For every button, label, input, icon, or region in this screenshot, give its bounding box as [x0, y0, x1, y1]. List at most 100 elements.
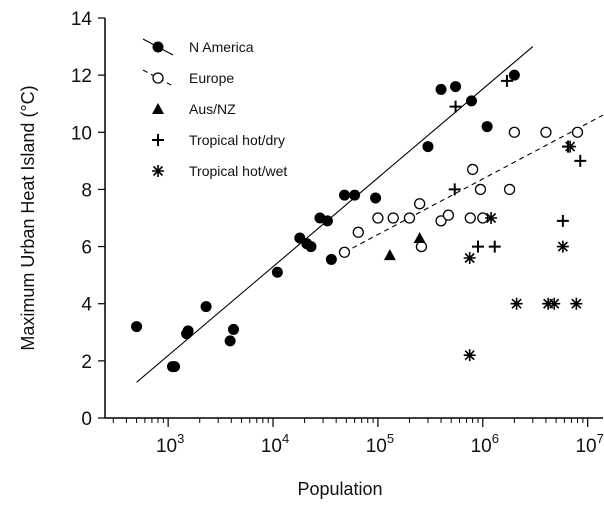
- data-point-tropical-hot-wet: [463, 349, 476, 362]
- data-point-n-america-shape: [200, 301, 212, 313]
- data-point-n-america-shape: [481, 121, 493, 133]
- data-point-n-america-shape: [349, 189, 361, 201]
- data-point-europe: [503, 183, 516, 196]
- y-tick-label: 0: [81, 409, 92, 430]
- data-point-tropical-hot-wet: [556, 240, 569, 253]
- data-point-n-america-shape: [228, 323, 240, 335]
- legend-marker-tropical-hot-dry-shape: [152, 134, 164, 146]
- data-point-n-america: [435, 83, 447, 95]
- data-point-europe: [435, 215, 447, 227]
- data-point-n-america: [465, 95, 477, 107]
- data-point-europe-shape: [435, 215, 447, 227]
- data-point-europe: [415, 240, 428, 253]
- y-tick-label: 2: [81, 352, 92, 373]
- data-point-europe-shape: [503, 183, 516, 196]
- legend-marker-aus-nz: [152, 103, 164, 114]
- data-point-tropical-hot-dry-shape: [471, 240, 484, 253]
- data-point-europe: [442, 209, 455, 221]
- x-axis-title: Population: [297, 479, 382, 499]
- y-tick-label: 12: [71, 66, 92, 87]
- data-point-tropical-hot-wet-shape: [542, 297, 555, 310]
- x-tick-label: 105: [366, 431, 394, 457]
- data-point-tropical-hot-dry: [448, 183, 461, 196]
- legend-line-europe: [142, 69, 174, 87]
- data-point-n-america: [305, 241, 317, 253]
- data-point-tropical-hot-wet-shape: [548, 297, 561, 310]
- data-point-europe-shape: [387, 212, 399, 224]
- legend-label-n-america: N America: [189, 39, 254, 55]
- data-point-europe-shape: [352, 226, 364, 238]
- data-point-tropical-hot-wet: [463, 252, 476, 264]
- legend-label-aus-nz: Aus/NZ: [189, 101, 236, 117]
- data-point-n-america: [450, 81, 462, 93]
- data-point-n-america: [271, 266, 283, 278]
- data-point-n-america-shape: [131, 321, 143, 333]
- data-point-europe-shape: [372, 212, 384, 224]
- data-point-europe: [474, 183, 487, 196]
- x-tick-label: 106: [471, 431, 499, 457]
- data-point-aus-nz: [413, 232, 426, 243]
- data-point-europe: [571, 126, 584, 138]
- data-point-tropical-hot-dry: [500, 74, 513, 87]
- legend-item-aus-nz: Aus/NZ: [152, 101, 236, 117]
- data-point-europe: [338, 246, 351, 258]
- legend: N America Europe Aus/NZ Tropical hot/dry Tro…: [142, 38, 287, 179]
- data-point-tropical-hot-wet: [548, 297, 561, 310]
- data-point-n-america-shape: [508, 69, 520, 81]
- data-point-tropical-hot-wet-shape: [564, 140, 577, 153]
- data-point-tropical-hot-wet-shape: [556, 240, 569, 253]
- data-point-tropical-hot-wet: [570, 297, 583, 310]
- data-point-tropical-hot-dry-shape: [488, 240, 501, 253]
- data-point-europe-shape: [474, 183, 487, 196]
- data-point-aus-nz-shape: [413, 232, 426, 243]
- data-point-n-america-shape: [325, 253, 337, 265]
- data-point-n-america: [228, 323, 240, 335]
- data-point-europe: [403, 212, 416, 224]
- legend-label-europe: Europe: [189, 70, 234, 86]
- data-point-europe-shape: [442, 209, 455, 221]
- x-tick-label: 107: [575, 431, 603, 457]
- data-point-europe-shape: [413, 198, 426, 210]
- legend-marker-europe: [152, 72, 164, 84]
- legend-label-tropical-hot-wet: Tropical hot/wet: [189, 163, 287, 179]
- data-point-n-america-shape: [169, 361, 181, 373]
- data-point-europe: [508, 126, 521, 138]
- data-point-n-america-shape: [305, 241, 317, 253]
- x-tick-label: 103: [156, 431, 184, 457]
- data-point-aus-nz-shape: [383, 249, 396, 261]
- data-point-europe-shape: [571, 126, 584, 138]
- data-point-n-america: [200, 301, 212, 313]
- y-axis-title: Maximum Urban Heat Island (°C): [18, 85, 38, 350]
- data-point-europe: [372, 212, 384, 224]
- data-point-europe: [466, 163, 479, 176]
- legend-marker-tropical-hot-dry: [152, 134, 164, 146]
- data-point-n-america-shape: [321, 215, 333, 227]
- data-point-n-america-shape: [271, 266, 283, 278]
- data-point-n-america: [325, 253, 337, 265]
- data-point-n-america: [224, 335, 236, 347]
- legend-marker-europe-shape: [152, 72, 164, 84]
- data-point-tropical-hot-wet-shape: [485, 212, 498, 224]
- data-point-tropical-hot-dry: [488, 240, 501, 253]
- legend-label-tropical-hot-dry: Tropical hot/dry: [189, 132, 285, 148]
- plot-area: 0 2 4 6 8 10 12 14 103 104 105 106 107: [71, 9, 604, 457]
- data-point-n-america: [422, 141, 434, 153]
- y-tick-label: 6: [81, 238, 92, 259]
- data-point-n-america-shape: [182, 325, 194, 337]
- data-point-europe: [464, 212, 476, 224]
- y-tick-label: 8: [81, 180, 92, 201]
- data-point-tropical-hot-wet: [510, 297, 523, 310]
- data-point-europe: [387, 212, 399, 224]
- data-point-tropical-hot-dry: [471, 240, 484, 253]
- legend-marker-tropical-hot-wet: [152, 165, 164, 177]
- legend-marker-aus-nz-shape: [152, 103, 164, 114]
- legend-item-n-america: N America: [142, 38, 254, 56]
- data-point-n-america-shape: [370, 192, 382, 204]
- data-point-tropical-hot-dry-shape: [448, 183, 461, 196]
- data-point-n-america: [349, 189, 361, 201]
- data-point-europe-shape: [466, 163, 479, 176]
- y-tick-label: 14: [71, 9, 93, 30]
- y-tick-label: 4: [81, 295, 92, 316]
- data-point-tropical-hot-wet-shape: [463, 349, 476, 362]
- data-point-n-america: [370, 192, 382, 204]
